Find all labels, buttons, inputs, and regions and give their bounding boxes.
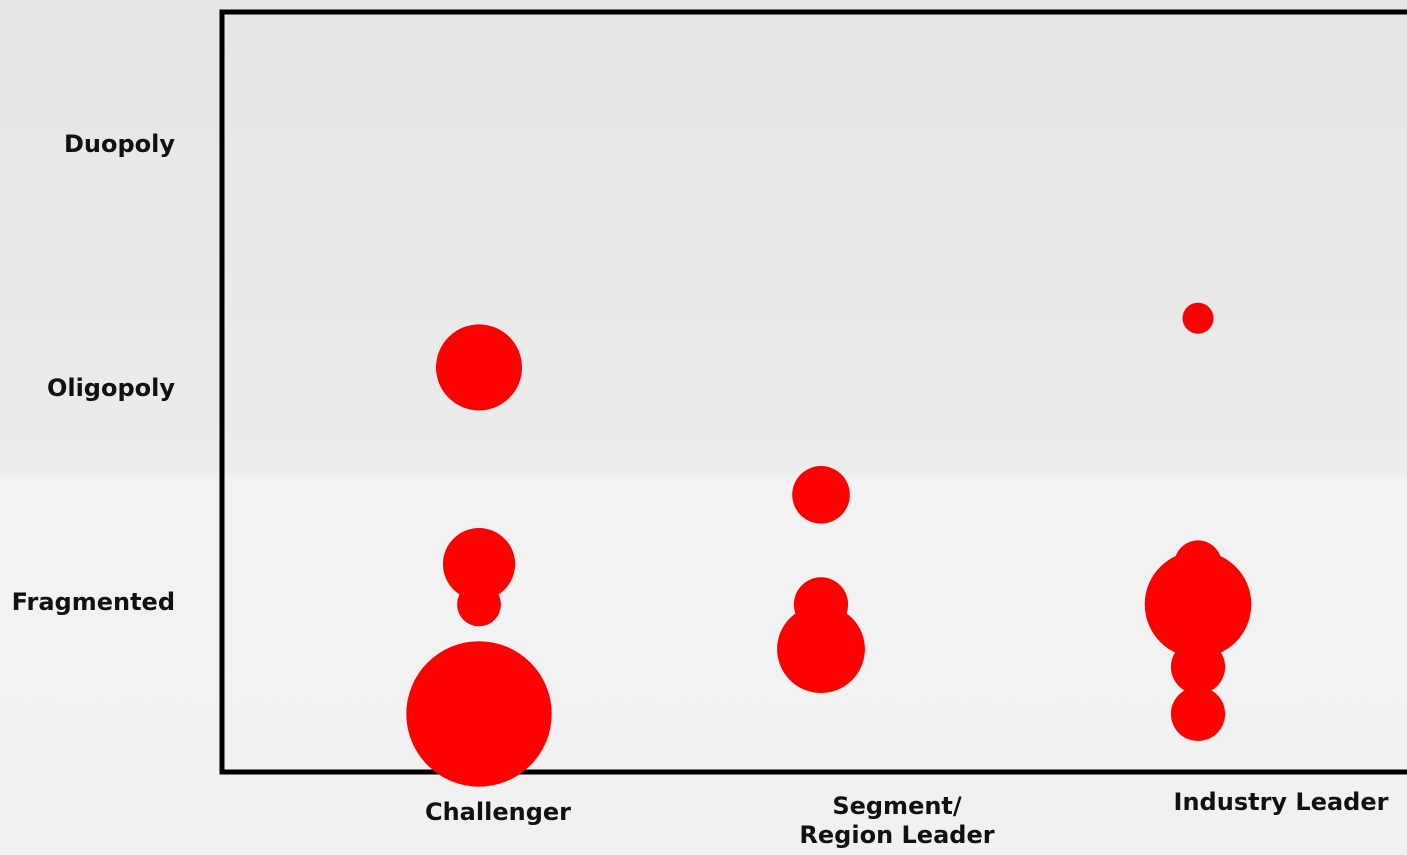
bubble-15 <box>1179 585 1217 623</box>
bubble-17 <box>1170 686 1226 742</box>
x-tick-label-segment-line-1: Segment/ <box>832 792 962 820</box>
x-tick-label-segment-line-2: Region Leader <box>799 821 995 849</box>
bubble-5 <box>463 588 495 620</box>
bubble-11 <box>777 605 865 693</box>
x-tick-label-segment-region-leader: Segment/ Region Leader <box>767 792 1027 850</box>
bubble-12 <box>1182 302 1214 334</box>
bubble-2 <box>442 528 516 601</box>
bubble-8 <box>792 466 850 524</box>
y-tick-label-fragmented: Fragmented <box>11 588 175 616</box>
y-tick-label-duopoly: Duopoly <box>63 130 175 158</box>
bubble-series <box>406 302 1252 787</box>
bubble-7 <box>406 641 552 787</box>
y-tick-label-oligopoly: Oligopoly <box>46 374 175 402</box>
bubble-1 <box>436 324 522 411</box>
bubble-16 <box>1170 639 1226 695</box>
x-tick-label-challenger-line-1: Challenger <box>424 798 571 826</box>
x-tick-label-industry-leader-line-1: Industry Leader <box>1173 788 1389 816</box>
plot-area-frame <box>219 9 1407 775</box>
x-tick-label-industry-leader: Industry Leader <box>1151 788 1407 817</box>
x-tick-label-challenger: Challenger <box>368 798 628 827</box>
